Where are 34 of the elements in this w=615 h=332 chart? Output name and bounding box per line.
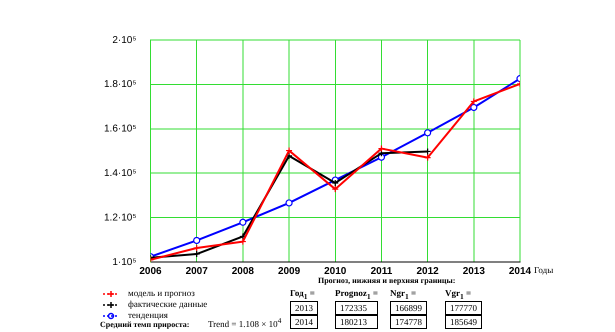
legend-label: модель и прогноз xyxy=(128,288,195,298)
legend-label: тенденция xyxy=(128,310,168,320)
text: 185649 xyxy=(445,315,482,329)
text: 177770 xyxy=(445,301,482,315)
x-tick-label: 2010 xyxy=(324,266,347,277)
y-tick-label: 1.6·10⁵ xyxy=(104,124,136,135)
y-tick-label: 1·10⁵ xyxy=(112,256,136,268)
text: 2014 xyxy=(290,315,318,329)
x-tick-label: 2011 xyxy=(370,266,393,277)
y-tick-label: 2·10⁵ xyxy=(112,34,136,46)
x-tick-label: 2007 xyxy=(186,266,208,277)
text: Прогноз, нижняя и верхняя границы: xyxy=(318,276,456,285)
text: 180213 xyxy=(335,315,378,329)
y-tick-label: 1.4·10⁵ xyxy=(104,168,136,179)
text: Prognoz$_{1}$ = xyxy=(335,288,378,301)
text: Год$_{1}$ = xyxy=(290,288,316,301)
text: Средний темп прироста: xyxy=(100,320,190,329)
x-axis-title: Годы xyxy=(534,264,554,275)
text: 172335 xyxy=(335,301,378,315)
text: 174778 xyxy=(390,315,427,329)
text: Trend = 1.108 × 10$^{4}$ xyxy=(208,316,282,329)
x-tick-label: 2009 xyxy=(278,266,301,277)
x-tick-label: 2012 xyxy=(416,266,440,277)
text: Ngr$_{1}$ = xyxy=(390,288,418,301)
text: 166899 xyxy=(390,301,427,315)
x-tick-label: 2008 xyxy=(232,266,254,277)
legend-label: фактические данные xyxy=(128,299,208,309)
x-tick-label: 2014 xyxy=(508,266,532,277)
y-tick-label: 1.2·10⁵ xyxy=(104,212,136,224)
y-tick-label: 1.8·10⁵ xyxy=(104,79,136,90)
x-tick-label: 2013 xyxy=(462,266,486,277)
text: 2013 xyxy=(290,301,318,315)
x-tick-label: 2006 xyxy=(139,266,162,277)
text: Vgr$_{1}$ = xyxy=(445,288,472,301)
